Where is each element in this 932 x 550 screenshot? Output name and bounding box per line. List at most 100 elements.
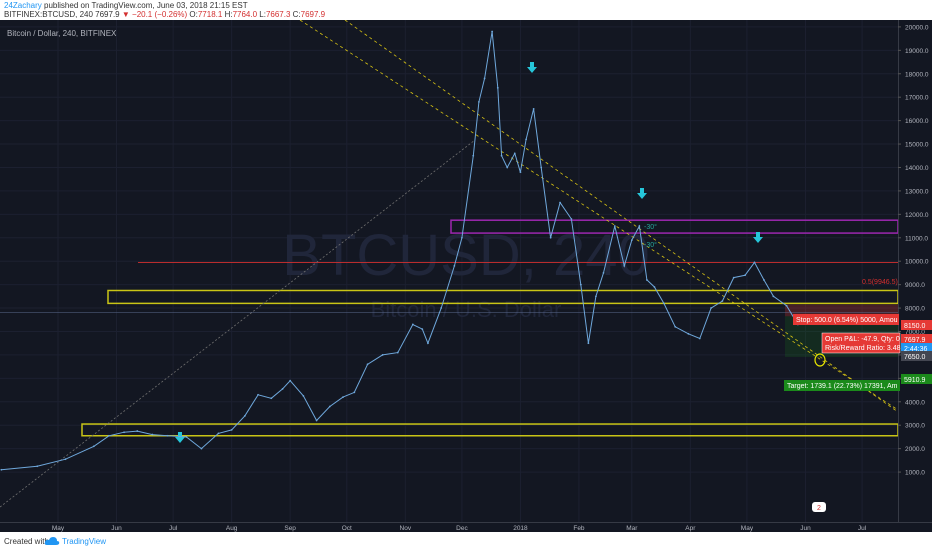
price-point [136,430,139,432]
trendline-yellow-upper [299,19,899,411]
down-arrow-icon [753,232,763,243]
price-point [587,342,590,345]
y-tick-label-12: 8000.0 [905,306,925,313]
price-point [491,30,494,33]
x-tick-label-2: Jul [169,525,178,532]
price-point [328,405,331,408]
price-point [500,154,503,157]
price-point [427,342,429,345]
symbol-label: BITFINEX:BTCUSD, 240 [4,10,93,19]
price-point [64,458,67,461]
price-point [230,428,233,431]
chart-area[interactable]: BTCUSD, 240 Bitcoin / U.S. Dollar 20000.… [0,19,932,533]
price-point [421,328,424,331]
price-point [602,272,605,274]
created-with-text: Created with [4,537,49,546]
y-tick-label-13: 7000.0 [905,329,925,336]
x-tick-label-11: Apr [685,525,696,532]
price-point [453,264,456,267]
grid [0,20,898,522]
tradingview-link[interactable]: TradingView [62,537,107,546]
price-point [185,436,188,438]
price-point [478,100,480,103]
price-point [496,86,499,89]
publish-line: 24Zachary published on TradingView.com, … [4,1,248,10]
price-point [461,236,463,239]
x-tick-label-14: Jul [858,525,867,532]
angle-label-1: -30° [644,223,657,231]
y-tick-label-11: 9000.0 [905,282,925,289]
price-point [483,77,486,80]
price-point [200,447,203,450]
price-tags: 8150.0 7697.9 2:44:36 7650.0 5910.9 [901,320,932,384]
down-arrow-icon [527,62,537,73]
cloud-logo-icon [44,536,60,548]
price-point [281,387,284,390]
countdown-text: 2:44:36 [904,346,927,353]
countdown-tag [901,343,932,353]
high-label: H: [224,10,233,19]
author-link[interactable]: 24Zachary [4,1,42,10]
last-price-tag-text: 7697.9 [904,337,926,344]
x-tick-label-5: Oct [342,525,352,532]
price-point [151,433,154,436]
high-value: 7764.0 [232,10,258,19]
close-value: 7697.9 [300,10,326,19]
y-tick-label-10: 10000.0 [905,259,929,266]
price-point [92,445,95,448]
price-point [36,465,39,468]
y-tick-label-1: 19000.0 [905,48,929,55]
zone-support-yellow-low [81,423,899,437]
stop-text: Stop: 500.0 (6.54%) 5000, Amou [796,317,898,324]
y-tick-label-0: 20000.0 [905,24,929,31]
price-point [166,434,169,437]
price-point [123,431,125,434]
trendline-yellow-lower [344,19,899,413]
close-label: C: [292,10,301,19]
chart-legend: Bitcoin / Dollar, 240, BITFINEX [7,29,117,38]
stop-price-tag [901,320,932,330]
y-tick-label-17: 3000.0 [905,423,925,430]
down-arrow-icon [637,188,647,199]
price-point [646,279,648,281]
angle-label-2: -30° [644,241,657,249]
stop-region [785,304,898,317]
price-point [108,434,110,437]
y-tick-label-5: 15000.0 [905,142,929,149]
price-point [653,286,656,288]
price-point [217,432,220,435]
time-axis[interactable]: May Jun Jul Aug Sep Oct Nov Dec 2018 Feb Mar Apr May… [0,522,932,533]
price-point [270,397,273,400]
price-axis[interactable]: 20000.0 19000.0 18000.0 17000.0 16000.0 15000… [898,20,929,522]
target-text: Target: 1739.1 (22.73%) 17391, Am [787,383,898,390]
low-label: L: [259,10,266,19]
target-price-text: 5910.9 [904,377,926,384]
stop-box[interactable] [793,314,899,325]
price-marks [0,30,809,471]
published-text: published on TradingView.com, June 03, 2… [44,1,248,10]
price-point [549,236,552,239]
price-point [753,261,756,264]
price-point [570,218,573,220]
header-bar: 24Zachary published on TradingView.com, … [0,0,932,20]
x-tick-label-6: Nov [400,525,412,532]
target-price-tag [901,374,932,384]
pl-box[interactable] [821,332,901,354]
flag-icon[interactable]: 2 [812,502,826,512]
price-point [506,166,509,169]
open-label: O: [189,10,198,19]
target-box[interactable] [784,380,900,391]
price-point [353,391,356,394]
price-point [732,276,735,279]
price-point [513,152,516,155]
chart-svg[interactable]: BTCUSD, 240 Bitcoin / U.S. Dollar 20000.… [0,19,932,533]
highlight-ellipse [814,353,826,367]
x-tick-label-13: Jun [800,525,811,532]
flag-icon-text: 2 [817,505,821,512]
price-point [687,332,690,335]
x-tick-label-9: Feb [573,525,585,532]
low-value: 7667.3 [265,10,291,19]
down-arrow-icon [175,432,185,443]
price-point [595,295,597,298]
trendline-grey [0,139,476,508]
